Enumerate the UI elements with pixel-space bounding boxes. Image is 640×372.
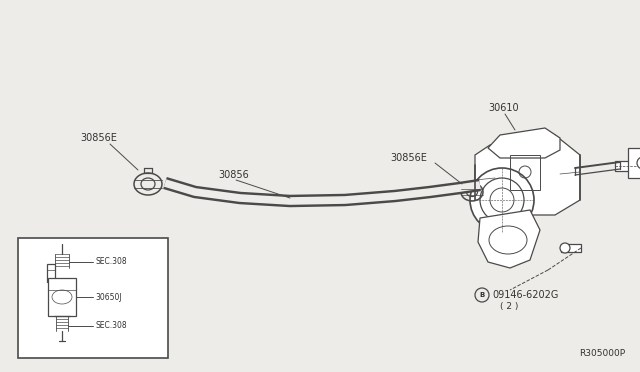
Bar [48,278,76,316]
Bar [615,161,637,171]
Bar [561,244,581,252]
Bar [18,238,168,358]
Text: ( 2 ): ( 2 ) [500,302,518,311]
Text: SEC.308: SEC.308 [95,321,127,330]
Text: 30610: 30610 [488,103,518,113]
Text: 30856: 30856 [218,170,249,180]
Text: B: B [479,292,484,298]
Text: 30856E: 30856E [80,133,117,143]
Text: 09146-6202G: 09146-6202G [492,290,558,300]
Text: 30650J: 30650J [95,292,122,301]
Polygon shape [478,210,540,268]
Polygon shape [475,135,580,215]
Text: 30856E: 30856E [390,153,427,163]
Text: R305000P: R305000P [579,349,625,358]
Bar [47,264,55,282]
Bar [628,148,640,178]
Bar [510,155,540,190]
Polygon shape [488,128,560,158]
Circle shape [470,168,534,232]
Circle shape [560,243,570,253]
Text: SEC.308: SEC.308 [95,257,127,266]
